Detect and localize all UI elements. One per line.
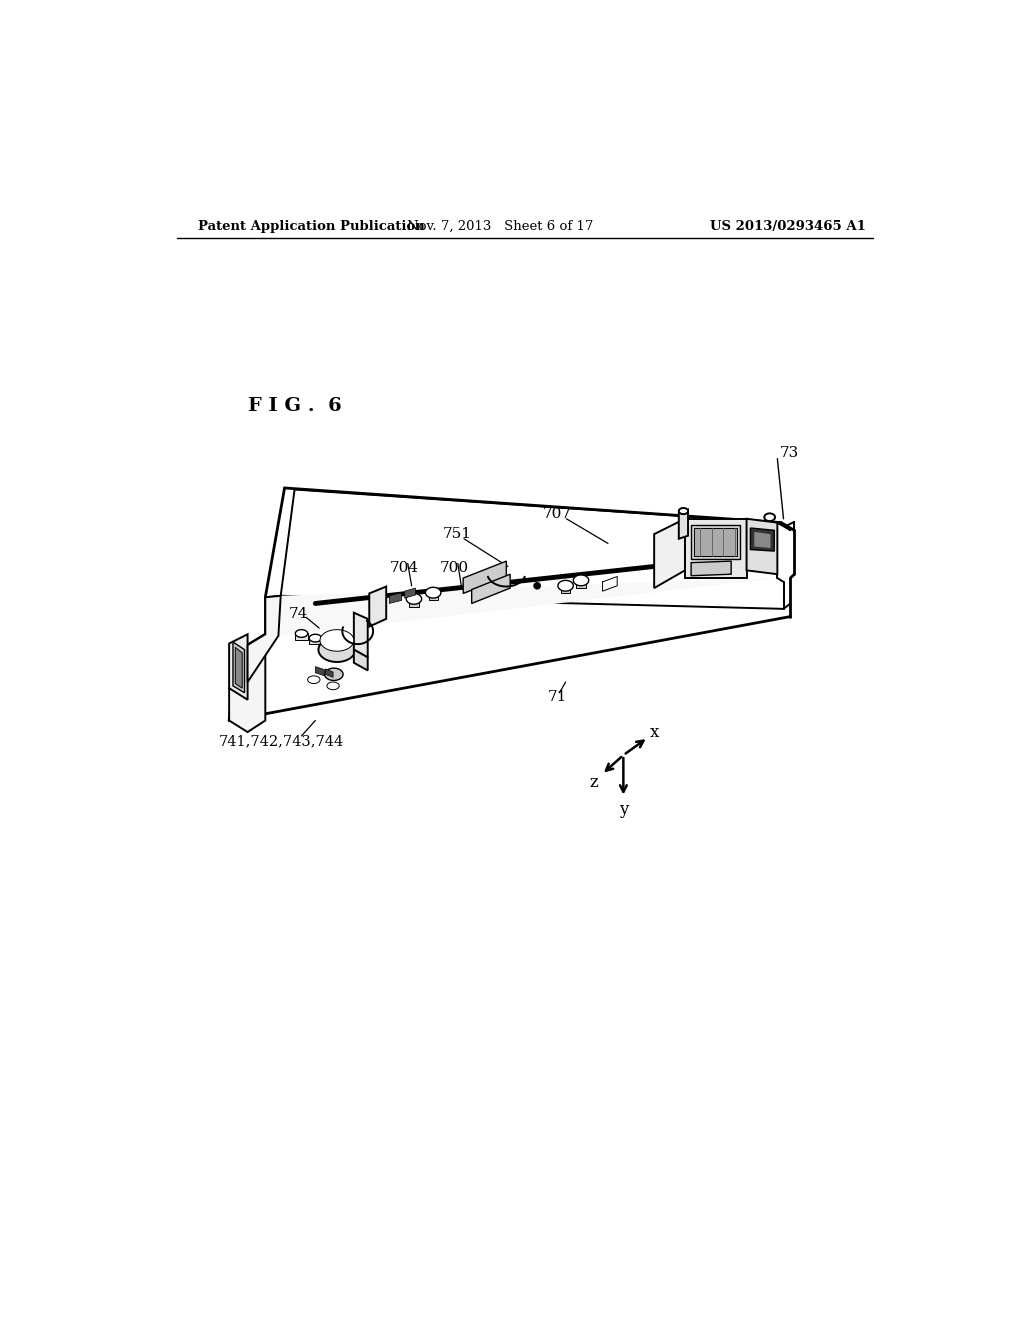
Polygon shape [321, 630, 354, 651]
Polygon shape [248, 595, 281, 682]
Polygon shape [694, 528, 737, 556]
Text: 74: 74 [289, 607, 308, 622]
Polygon shape [691, 525, 740, 558]
Polygon shape [712, 533, 727, 545]
Text: 707: 707 [543, 507, 571, 521]
Polygon shape [279, 578, 783, 636]
Text: 704: 704 [390, 561, 419, 576]
Polygon shape [577, 581, 586, 589]
Polygon shape [463, 561, 506, 594]
Polygon shape [229, 635, 265, 733]
Polygon shape [472, 574, 510, 603]
Polygon shape [354, 612, 368, 657]
Polygon shape [426, 587, 441, 598]
Text: Nov. 7, 2013   Sheet 6 of 17: Nov. 7, 2013 Sheet 6 of 17 [407, 219, 593, 232]
Polygon shape [410, 599, 419, 607]
Text: z: z [590, 774, 598, 791]
Polygon shape [318, 638, 355, 661]
Polygon shape [315, 667, 325, 676]
Polygon shape [295, 630, 307, 638]
Circle shape [534, 582, 541, 590]
Text: 741,742,743,744: 741,742,743,744 [219, 734, 344, 748]
Polygon shape [389, 593, 401, 603]
Polygon shape [404, 589, 416, 598]
Polygon shape [654, 519, 685, 589]
Polygon shape [679, 508, 688, 513]
Text: 73: 73 [779, 446, 799, 459]
Polygon shape [764, 513, 775, 521]
Polygon shape [354, 649, 368, 671]
Polygon shape [679, 510, 688, 539]
Polygon shape [326, 669, 333, 677]
Polygon shape [751, 528, 774, 552]
Text: 700: 700 [439, 561, 469, 576]
Polygon shape [236, 647, 243, 688]
Polygon shape [755, 532, 770, 548]
Text: y: y [618, 800, 628, 817]
Polygon shape [295, 634, 307, 640]
Text: x: x [649, 723, 658, 741]
Polygon shape [370, 586, 386, 627]
Polygon shape [229, 635, 248, 700]
Polygon shape [233, 642, 245, 693]
Polygon shape [429, 593, 438, 601]
Polygon shape [561, 586, 570, 594]
Polygon shape [309, 638, 322, 644]
Polygon shape [325, 668, 343, 680]
Polygon shape [309, 635, 322, 642]
Text: US 2013/0293465 A1: US 2013/0293465 A1 [710, 219, 866, 232]
Polygon shape [691, 561, 731, 576]
Polygon shape [746, 519, 777, 574]
Polygon shape [573, 576, 589, 586]
Text: 71: 71 [548, 690, 567, 705]
Text: Patent Application Publication: Patent Application Publication [198, 219, 424, 232]
Polygon shape [327, 682, 339, 689]
Text: F I G .  6: F I G . 6 [248, 397, 341, 416]
Polygon shape [407, 594, 422, 605]
Polygon shape [685, 519, 746, 578]
Polygon shape [558, 581, 573, 591]
Text: 751: 751 [442, 527, 471, 541]
Polygon shape [307, 676, 319, 684]
